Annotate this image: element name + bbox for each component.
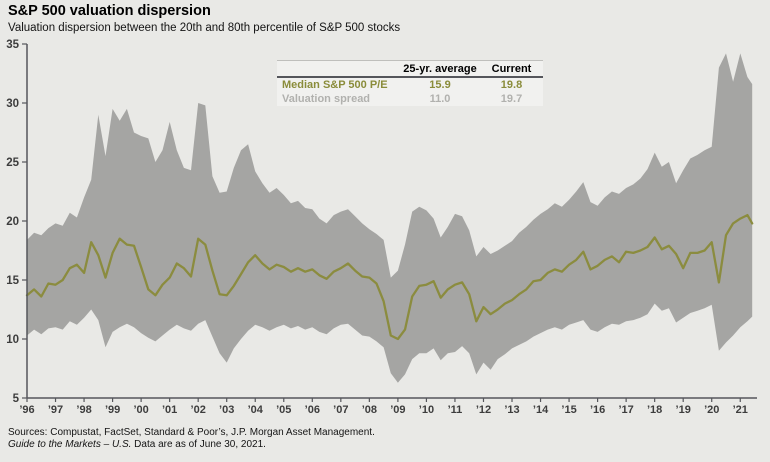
page-subtitle: Valuation dispersion between the 20th an…: [8, 22, 401, 34]
gtm-title: Guide to the Markets – U.S.: [8, 439, 132, 450]
x-axis-tick-label: ’05: [276, 404, 291, 416]
y-axis-tick-label: 35: [6, 39, 19, 51]
y-axis-tick-label: 10: [6, 334, 19, 346]
page-title: S&P 500 valuation dispersion: [8, 3, 211, 19]
col-header-average: 25-yr. average: [403, 62, 477, 75]
y-axis-tick-label: 20: [6, 216, 19, 228]
x-axis-tick-label: ’21: [733, 404, 748, 416]
col-header-current: Current: [491, 62, 532, 75]
y-axis-tick-label: 25: [6, 157, 19, 169]
legend-row-current-value: 19.8: [500, 79, 523, 91]
legend-row-label: Valuation spread: [282, 93, 371, 105]
x-axis-tick-label: ’16: [590, 404, 605, 416]
x-axis-tick-label: ’01: [162, 404, 177, 416]
x-axis-tick-label: ’14: [533, 404, 549, 416]
legend-row-valuation-spread: Valuation spread 11.0 19.7: [277, 92, 543, 106]
x-axis-tick-label: ’06: [305, 404, 320, 416]
x-axis-tick-label: ’96: [19, 404, 34, 416]
x-axis-tick-label: ’00: [133, 404, 148, 416]
x-axis-tick-label: ’19: [676, 404, 691, 416]
legend-row-current-value: 19.7: [500, 93, 523, 105]
x-axis-tick-label: ’10: [419, 404, 434, 416]
median-pe-line: [25, 213, 754, 341]
gtm-date: Data are as of June 30, 2021.: [131, 439, 266, 450]
x-axis-tick-label: ’13: [504, 404, 519, 416]
x-axis-tick-label: ’97: [48, 404, 63, 416]
legend-table: 25-yr. average Current Median S&P 500 P/…: [277, 60, 543, 106]
x-axis-tick-label: ’98: [76, 404, 91, 416]
x-axis-tick-label: ’11: [448, 404, 463, 416]
legend-row-average-value: 15.9: [429, 79, 451, 91]
percentile-band-area: [27, 53, 753, 383]
legend-row-average-value: 11.0: [429, 93, 451, 105]
source-note: Sources: Compustat, FactSet, Standard & …: [8, 427, 375, 451]
x-axis-tick-label: ’08: [362, 404, 377, 416]
x-axis-tick-label: ’04: [248, 404, 264, 416]
x-axis-tick-label: ’12: [476, 404, 491, 416]
y-axis-tick-label: 30: [6, 98, 19, 110]
legend-row-median-pe: Median S&P 500 P/E 15.9 19.8: [277, 78, 543, 92]
x-axis-tick-label: ’15: [561, 404, 576, 416]
y-axis-tick-label: 5: [13, 393, 20, 405]
x-axis-tick-label: ’07: [333, 404, 348, 416]
source-line: Sources: Compustat, FactSet, Standard & …: [8, 427, 375, 438]
x-axis-tick-label: ’20: [704, 404, 719, 416]
x-axis-tick-label: ’09: [390, 404, 405, 416]
gtm-line: Guide to the Markets – U.S. Data are as …: [8, 439, 375, 451]
y-axis-tick-label: 15: [6, 275, 19, 287]
x-axis-tick-label: ’02: [191, 404, 206, 416]
x-axis-tick-label: ’03: [219, 404, 234, 416]
legend-table-header-row: 25-yr. average Current: [277, 61, 543, 78]
x-axis-tick-label: ’17: [618, 404, 633, 416]
legend-row-label: Median S&P 500 P/E: [282, 79, 388, 91]
x-axis-tick-label: ’99: [105, 404, 120, 416]
x-axis-tick-label: ’18: [647, 404, 662, 416]
